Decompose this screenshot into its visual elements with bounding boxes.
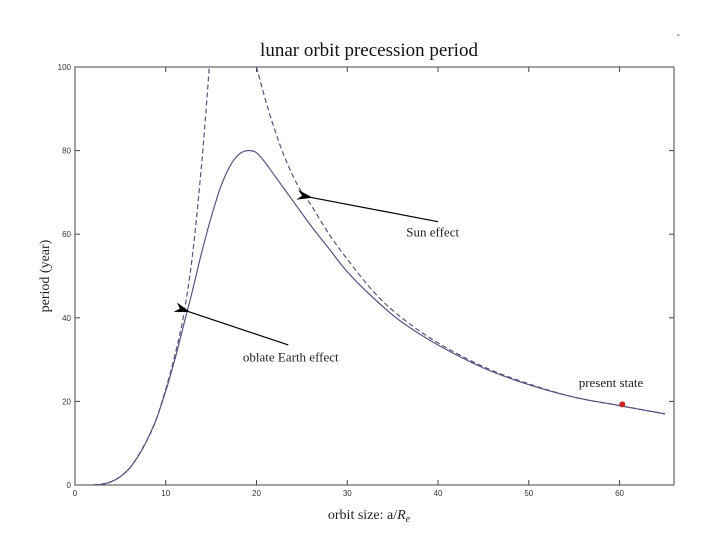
annotation-label: oblate Earth effect xyxy=(243,350,339,365)
x-tick-label: 40 xyxy=(434,489,443,498)
corner-mark: - xyxy=(676,30,680,41)
y-tick-label: 80 xyxy=(62,147,71,156)
dashed-curve-2 xyxy=(255,66,666,415)
dashed-curve-1 xyxy=(93,66,210,486)
annotation-label: Sun effect xyxy=(406,224,459,239)
x-tick-label: 30 xyxy=(343,489,352,498)
curves xyxy=(93,66,666,486)
chart-title: lunar orbit precession period xyxy=(260,40,478,61)
y-tick-label: 20 xyxy=(62,397,71,406)
solid-curve-0 xyxy=(93,149,666,486)
x-tick-label: 0 xyxy=(73,489,78,498)
annotation-label: present state xyxy=(579,375,644,390)
annotation-arrow xyxy=(173,302,289,346)
annotation-arrow xyxy=(296,189,439,223)
y-tick-label: 0 xyxy=(67,481,72,490)
x-tick-label: 60 xyxy=(615,489,624,498)
x-axis-label: orbit size: a/Re xyxy=(328,508,411,525)
x-tick-label: 20 xyxy=(252,489,261,498)
y-axis-label: period (year) xyxy=(38,239,53,312)
x-tick-label: 10 xyxy=(161,489,170,498)
annotations: Sun effect oblate Earth effect present sta… xyxy=(173,189,644,390)
y-tick-label: 100 xyxy=(58,63,72,72)
y-tick-label: 60 xyxy=(62,230,71,239)
plot-frame xyxy=(74,66,675,486)
axis-ticks: 0 10 20 30 40 50 60 0 20 40 60 80 100 xyxy=(58,63,674,498)
present-state-point xyxy=(619,401,626,408)
x-tick-label: 50 xyxy=(524,489,533,498)
y-tick-label: 40 xyxy=(62,314,71,323)
